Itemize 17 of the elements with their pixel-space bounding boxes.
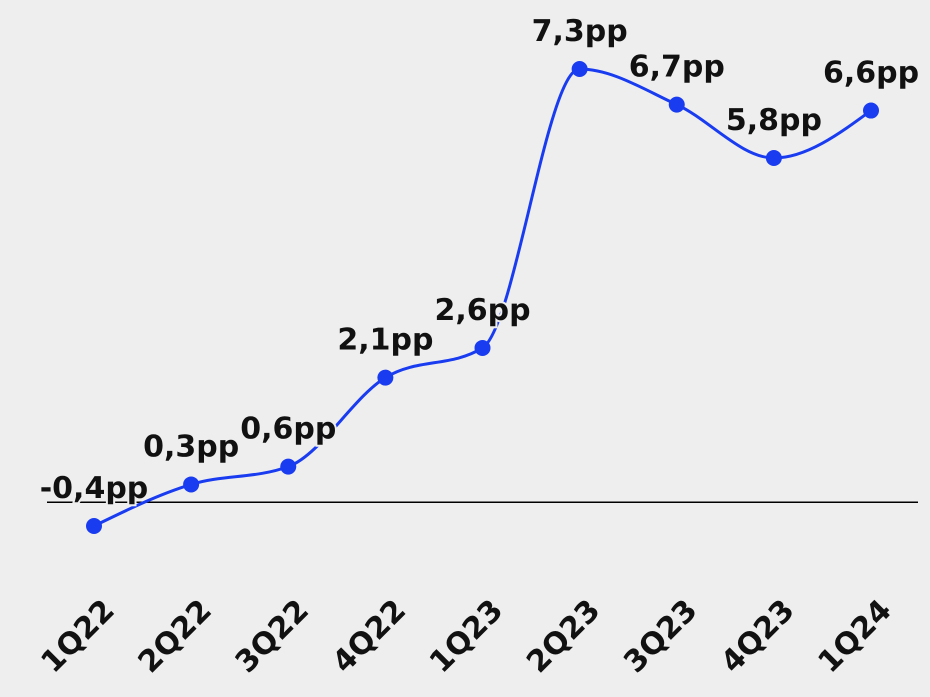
data-label: 7,3pp bbox=[532, 14, 628, 49]
data-label: 6,7pp bbox=[628, 50, 725, 85]
data-label: -0,4pp bbox=[40, 471, 148, 506]
point bbox=[668, 96, 685, 113]
point bbox=[377, 370, 394, 386]
point bbox=[474, 340, 490, 356]
data-label: 6,6pp bbox=[822, 56, 920, 91]
point bbox=[766, 150, 782, 166]
point bbox=[86, 518, 102, 534]
point bbox=[572, 61, 588, 77]
point bbox=[863, 102, 879, 119]
data-label: 0,3pp bbox=[143, 429, 240, 464]
data-label: 2,1pp bbox=[337, 322, 434, 358]
point bbox=[280, 458, 296, 475]
data-label: 5,8pp bbox=[726, 103, 822, 138]
point bbox=[183, 476, 200, 492]
data-label: 0,6pp bbox=[240, 412, 336, 447]
